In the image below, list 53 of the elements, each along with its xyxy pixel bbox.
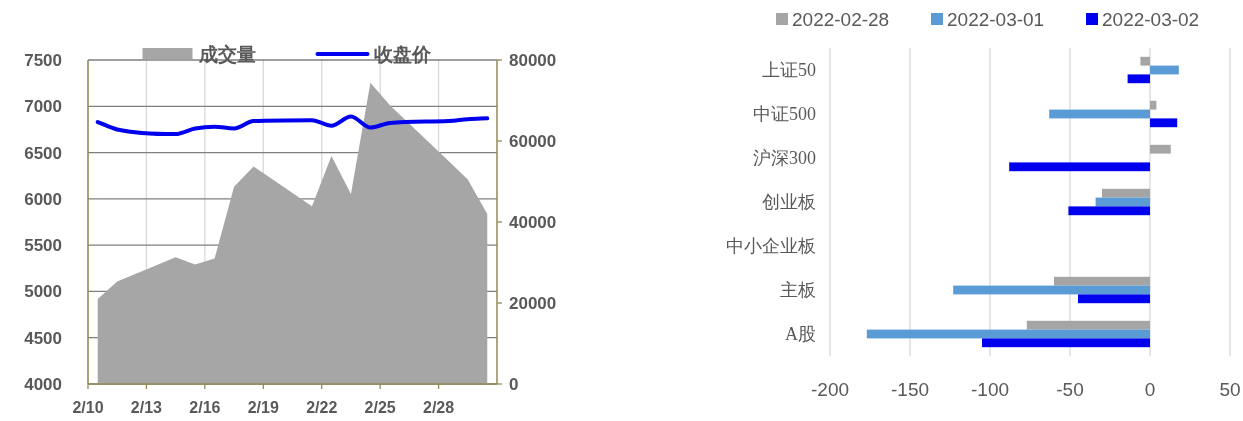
y-tick-label: 中小企业板	[726, 236, 816, 256]
bar	[1140, 56, 1150, 66]
bar	[1049, 109, 1150, 119]
y-tick-label: A股	[785, 324, 816, 344]
legend-label: 2022-02-28	[792, 9, 890, 30]
bar	[866, 329, 1150, 339]
x-tick-label: 0	[1144, 379, 1156, 400]
y2-tick-label: 80000	[509, 51, 557, 70]
bar	[1102, 188, 1150, 198]
bar	[1068, 206, 1150, 216]
y-tick-label: 4500	[24, 328, 62, 348]
y-tick-label: 沪深300	[753, 148, 816, 168]
bar	[1078, 294, 1150, 304]
x-tick-label: -200	[810, 379, 850, 400]
x-tick-label: 2/13	[130, 399, 163, 416]
x-tick-label: 2/28	[423, 399, 455, 416]
y2-tick-label: 60000	[509, 132, 557, 151]
y-tick-label: 5000	[24, 282, 62, 302]
y-tick-label: 创业板	[762, 192, 816, 212]
bar	[982, 338, 1150, 348]
bar	[1026, 320, 1150, 330]
x-tick-label: -100	[970, 379, 1010, 400]
legend-label: 2022-03-02	[1102, 9, 1200, 30]
line-series	[95, 114, 490, 137]
legend-label: 2022-03-01	[947, 9, 1045, 30]
bar	[1009, 162, 1150, 172]
bar	[953, 285, 1150, 295]
bar	[1150, 65, 1179, 75]
y-tick-label: 7000	[24, 97, 62, 117]
y-tick-label: 中证500	[753, 104, 816, 124]
y2-tick-label: 20000	[509, 294, 557, 313]
bar	[1127, 74, 1150, 84]
y-tick-label: 上证50	[762, 60, 816, 80]
y-tick-label: 4000	[24, 375, 62, 394]
bar	[1150, 144, 1171, 154]
y2-tick-label: 40000	[509, 213, 557, 232]
x-tick-label: 2/22	[306, 399, 338, 416]
bar	[1054, 276, 1150, 286]
y-tick-label: 主板	[780, 280, 816, 300]
x-tick-label: 50	[1219, 379, 1241, 400]
bar	[1150, 118, 1178, 128]
x-tick-label: 2/25	[364, 399, 396, 416]
x-tick-label: -50	[1056, 379, 1084, 400]
x-tick-label: -150	[890, 379, 930, 400]
y-tick-label: 6000	[24, 189, 62, 209]
x-tick-label: 2/19	[247, 399, 279, 416]
y-tick-label: 6500	[24, 143, 62, 163]
y-tick-label: 7500	[24, 51, 62, 70]
x-tick-label: 2/10	[72, 399, 104, 416]
bar	[1095, 197, 1150, 207]
bar	[1150, 100, 1157, 110]
y-tick-label: 5500	[24, 236, 62, 256]
x-tick-label: 2/16	[189, 399, 221, 416]
